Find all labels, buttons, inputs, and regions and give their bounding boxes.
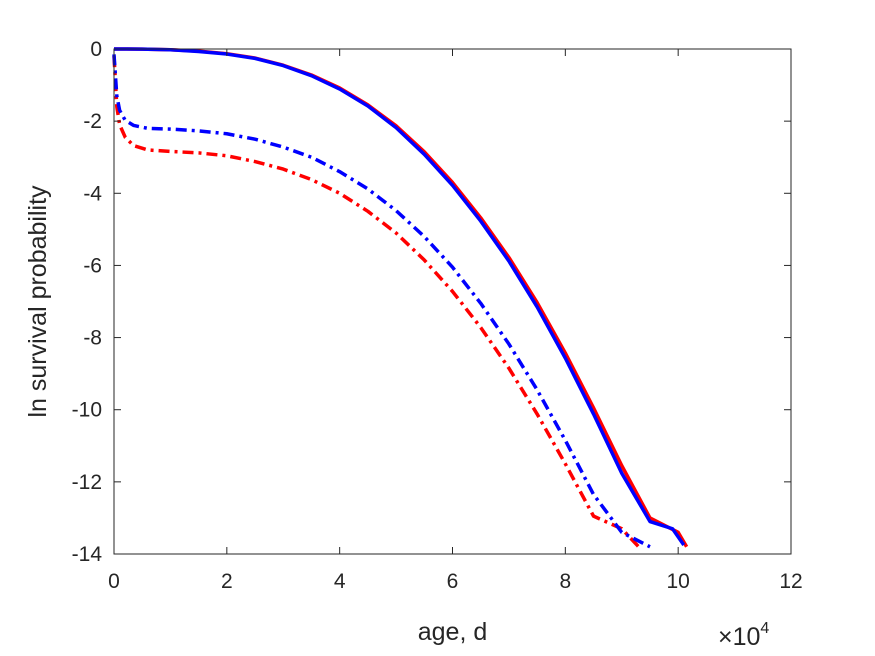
series-line-3-dashdot <box>112 56 640 548</box>
series-line-4-dashdot <box>112 54 651 549</box>
x-tick-label-2: 4 <box>334 570 346 593</box>
series-line-2-solid <box>113 47 686 546</box>
x-tick-label-4: 8 <box>559 570 571 593</box>
plot-background <box>114 49 791 554</box>
y-axis-label: ln survival probability <box>24 185 52 418</box>
y-tick-label-2: -4 <box>83 182 102 205</box>
x-tick-label-5: 10 <box>666 570 689 593</box>
x-axis-label: age, d <box>418 618 488 646</box>
y-tick-label-7: -14 <box>72 543 103 566</box>
x-exponent-label: ×104 <box>718 620 769 651</box>
y-tick-label-1: -2 <box>83 110 102 133</box>
svg-text:×104: ×104 <box>718 620 769 651</box>
y-tick-label-4: -8 <box>83 327 102 350</box>
y-tick-label-0: 0 <box>90 38 102 61</box>
x-tick-label-0: 0 <box>108 570 120 593</box>
x-exponent-power: 4 <box>760 620 769 637</box>
x-exponent-base: ×10 <box>718 623 760 651</box>
x-tick-label-6: 12 <box>779 570 802 593</box>
x-ticks: 0 2 4 6 8 10 12 <box>108 49 803 593</box>
y-tick-label-6: -12 <box>72 471 102 494</box>
x-tick-label-1: 2 <box>221 570 233 593</box>
x-tick-label-3: 6 <box>447 570 459 593</box>
y-ticks: 0 -2 -4 -6 -8 -10 -12 -14 <box>72 38 791 566</box>
y-tick-label-3: -6 <box>83 254 102 277</box>
series-layer <box>112 47 689 549</box>
y-tick-label-5: -10 <box>72 399 102 422</box>
